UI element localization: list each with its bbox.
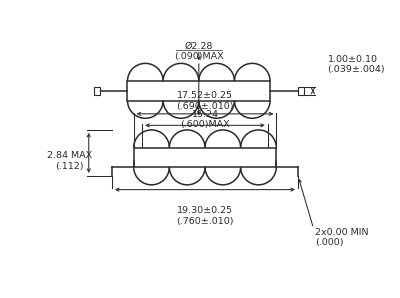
Text: 15.24
(.600)MAX: 15.24 (.600)MAX	[180, 110, 230, 129]
Bar	[94, 87, 100, 95]
Text: 2x0.00 MIN
(.000): 2x0.00 MIN (.000)	[315, 228, 368, 247]
Bar	[128, 81, 270, 101]
Text: Ø2.28
(.090)MAX: Ø2.28 (.090)MAX	[174, 41, 224, 61]
Text: 2.84 MAX
(.112): 2.84 MAX (.112)	[47, 151, 92, 170]
Bar	[134, 148, 276, 167]
Text: 17.52±0.25
(.690±.010): 17.52±0.25 (.690±.010)	[176, 91, 234, 111]
Bar	[134, 148, 276, 167]
Bar	[298, 87, 304, 95]
Bar	[128, 81, 270, 101]
Text: 1.00±0.10
(.039±.004): 1.00±0.10 (.039±.004)	[328, 55, 385, 74]
Text: 19.30±0.25
(.760±.010): 19.30±0.25 (.760±.010)	[176, 206, 234, 226]
